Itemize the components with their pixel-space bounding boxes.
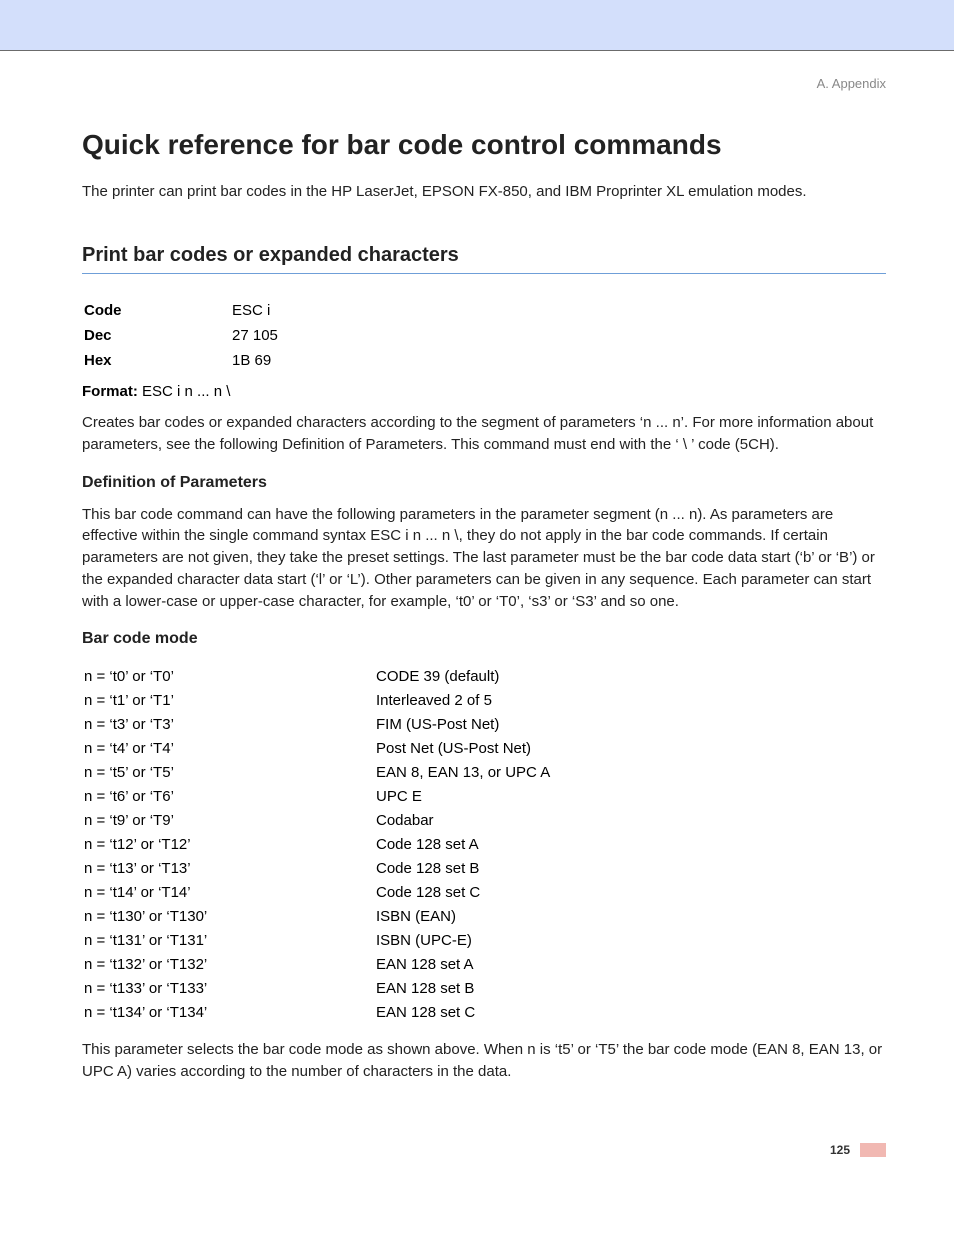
code-row-label: Code — [84, 302, 232, 319]
code-row-value: 27 105 — [232, 327, 278, 344]
creates-paragraph: Creates bar codes or expanded characters… — [82, 412, 886, 456]
mode-row: n = ‘t1’ or ‘T1’Interleaved 2 of 5 — [84, 692, 886, 709]
context-label: A. Appendix — [82, 76, 886, 91]
mode-desc: EAN 128 set B — [376, 980, 474, 997]
page-footer: 125 — [82, 1143, 886, 1157]
mode-desc: Interleaved 2 of 5 — [376, 692, 492, 709]
mode-row: n = ‘t5’ or ‘T5’EAN 8, EAN 13, or UPC A — [84, 764, 886, 781]
mode-desc: Post Net (US-Post Net) — [376, 740, 531, 757]
mode-desc: EAN 128 set C — [376, 1004, 475, 1021]
mode-row: n = ‘t133’ or ‘T133’EAN 128 set B — [84, 980, 886, 997]
closing-paragraph: This parameter selects the bar code mode… — [82, 1039, 886, 1083]
barcode-mode-table: n = ‘t0’ or ‘T0’CODE 39 (default) n = ‘t… — [84, 668, 886, 1021]
mode-row: n = ‘t13’ or ‘T13’Code 128 set B — [84, 860, 886, 877]
mode-desc: EAN 128 set A — [376, 956, 474, 973]
mode-param: n = ‘t132’ or ‘T132’ — [84, 956, 376, 973]
definition-heading: Definition of Parameters — [82, 474, 886, 492]
mode-desc: Codabar — [376, 812, 434, 829]
format-label: Format: — [82, 383, 138, 400]
mode-row: n = ‘t4’ or ‘T4’Post Net (US-Post Net) — [84, 740, 886, 757]
mode-desc: UPC E — [376, 788, 422, 805]
code-row: Code ESC i — [84, 302, 886, 319]
mode-desc: ISBN (UPC-E) — [376, 932, 472, 949]
barcode-mode-heading: Bar code mode — [82, 630, 886, 648]
mode-desc: Code 128 set C — [376, 884, 480, 901]
mode-param: n = ‘t3’ or ‘T3’ — [84, 716, 376, 733]
page-content: A. Appendix Quick reference for bar code… — [0, 51, 954, 1187]
mode-row: n = ‘t131’ or ‘T131’ISBN (UPC-E) — [84, 932, 886, 949]
code-row-label: Hex — [84, 352, 232, 369]
code-row-label: Dec — [84, 327, 232, 344]
mode-desc: FIM (US-Post Net) — [376, 716, 499, 733]
footer-bar-icon — [860, 1143, 886, 1157]
mode-row: n = ‘t134’ or ‘T134’EAN 128 set C — [84, 1004, 886, 1021]
mode-param: n = ‘t13’ or ‘T13’ — [84, 860, 376, 877]
mode-row: n = ‘t3’ or ‘T3’FIM (US-Post Net) — [84, 716, 886, 733]
mode-row: n = ‘t6’ or ‘T6’UPC E — [84, 788, 886, 805]
mode-row: n = ‘t9’ or ‘T9’Codabar — [84, 812, 886, 829]
mode-param: n = ‘t131’ or ‘T131’ — [84, 932, 376, 949]
mode-param: n = ‘t14’ or ‘T14’ — [84, 884, 376, 901]
section-heading: Print bar codes or expanded characters — [82, 244, 886, 274]
format-value: ESC i n ... n \ — [138, 383, 231, 400]
mode-param: n = ‘t130’ or ‘T130’ — [84, 908, 376, 925]
mode-param: n = ‘t133’ or ‘T133’ — [84, 980, 376, 997]
mode-param: n = ‘t9’ or ‘T9’ — [84, 812, 376, 829]
code-row-value: 1B 69 — [232, 352, 271, 369]
format-line: Format: ESC i n ... n \ — [82, 383, 886, 400]
mode-row: n = ‘t132’ or ‘T132’EAN 128 set A — [84, 956, 886, 973]
mode-param: n = ‘t6’ or ‘T6’ — [84, 788, 376, 805]
code-table: Code ESC i Dec 27 105 Hex 1B 69 — [84, 302, 886, 369]
mode-desc: Code 128 set A — [376, 836, 479, 853]
mode-param: n = ‘t0’ or ‘T0’ — [84, 668, 376, 685]
mode-row: n = ‘t12’ or ‘T12’Code 128 set A — [84, 836, 886, 853]
intro-paragraph: The printer can print bar codes in the H… — [82, 181, 886, 202]
definition-paragraph: This bar code command can have the follo… — [82, 504, 886, 613]
mode-row: n = ‘t130’ or ‘T130’ISBN (EAN) — [84, 908, 886, 925]
mode-param: n = ‘t12’ or ‘T12’ — [84, 836, 376, 853]
top-band — [0, 0, 954, 50]
mode-desc: EAN 8, EAN 13, or UPC A — [376, 764, 550, 781]
mode-row: n = ‘t14’ or ‘T14’Code 128 set C — [84, 884, 886, 901]
code-row-value: ESC i — [232, 302, 270, 319]
code-row: Hex 1B 69 — [84, 352, 886, 369]
mode-desc: CODE 39 (default) — [376, 668, 499, 685]
mode-desc: Code 128 set B — [376, 860, 479, 877]
code-row: Dec 27 105 — [84, 327, 886, 344]
mode-param: n = ‘t1’ or ‘T1’ — [84, 692, 376, 709]
mode-row: n = ‘t0’ or ‘T0’CODE 39 (default) — [84, 668, 886, 685]
mode-param: n = ‘t4’ or ‘T4’ — [84, 740, 376, 757]
mode-param: n = ‘t134’ or ‘T134’ — [84, 1004, 376, 1021]
mode-desc: ISBN (EAN) — [376, 908, 456, 925]
mode-param: n = ‘t5’ or ‘T5’ — [84, 764, 376, 781]
page-number: 125 — [830, 1143, 850, 1157]
page-title: Quick reference for bar code control com… — [82, 129, 886, 161]
